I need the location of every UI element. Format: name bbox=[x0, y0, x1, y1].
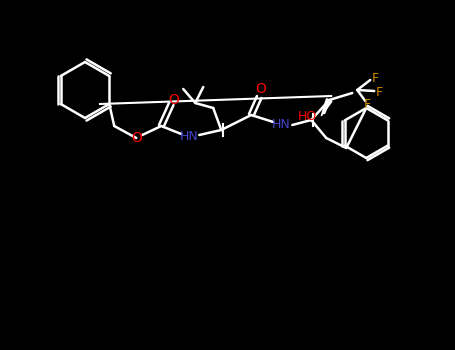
Text: O: O bbox=[131, 131, 142, 145]
Text: O: O bbox=[255, 82, 266, 96]
Text: HN: HN bbox=[272, 119, 291, 132]
Text: F: F bbox=[372, 71, 379, 84]
Text: F: F bbox=[364, 98, 371, 112]
Text: HO: HO bbox=[298, 110, 317, 122]
Text: F: F bbox=[376, 85, 383, 98]
Text: HN: HN bbox=[180, 130, 199, 142]
Polygon shape bbox=[321, 99, 332, 116]
Text: O: O bbox=[168, 93, 179, 107]
